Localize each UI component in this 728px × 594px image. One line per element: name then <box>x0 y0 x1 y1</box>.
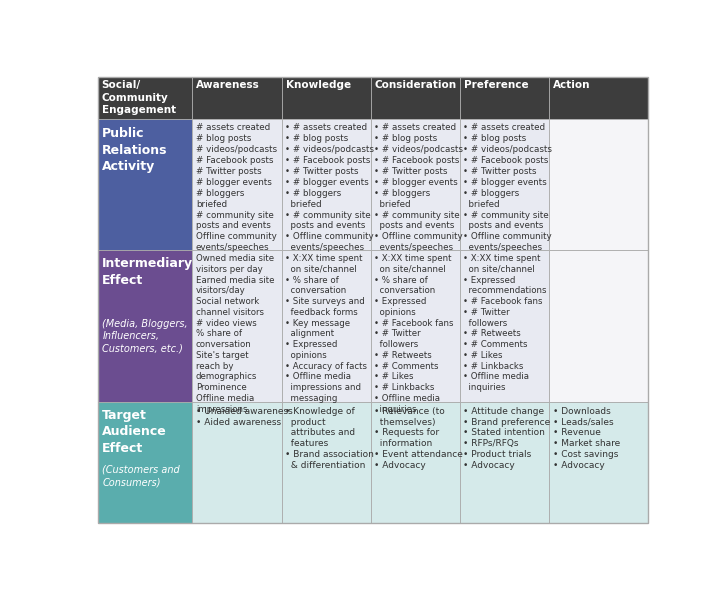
Text: Knowledge: Knowledge <box>285 80 351 90</box>
Text: • X:XX time spent
  on site/channel
• % share of
  conversation
• Expressed
  op: • X:XX time spent on site/channel • % sh… <box>374 254 454 413</box>
Text: Social/
Community
Engagement: Social/ Community Engagement <box>102 80 176 115</box>
Bar <box>192 402 282 523</box>
Text: (Media, Bloggers,
Influencers,
Customers, etc.): (Media, Bloggers, Influencers, Customers… <box>102 318 188 353</box>
Text: Intermediary
Effect: Intermediary Effect <box>102 257 194 287</box>
Text: • Knowledge of
  product
  attributes and
  features
• Brand association
  & dif: • Knowledge of product attributes and fe… <box>285 406 374 470</box>
Bar <box>98 77 192 119</box>
Text: # assets created
# blog posts
# videos/podcasts
# Facebook posts
# Twitter posts: # assets created # blog posts # videos/p… <box>196 123 277 252</box>
Bar <box>371 77 460 119</box>
Bar <box>98 119 192 251</box>
Bar <box>550 251 649 402</box>
Text: Target
Audience
Effect: Target Audience Effect <box>102 409 167 455</box>
Text: • Downloads
• Leads/sales
• Revenue
• Market share
• Cost savings
• Advocacy: • Downloads • Leads/sales • Revenue • Ma… <box>553 406 620 470</box>
Bar <box>192 119 282 251</box>
Bar <box>282 402 371 523</box>
Text: Owned media site
visitors per day
Earned media site
visitors/day
Social network
: Owned media site visitors per day Earned… <box>196 254 274 413</box>
Bar <box>98 251 192 402</box>
Bar <box>371 119 460 251</box>
Bar <box>282 119 371 251</box>
Text: • # assets created
• # blog posts
• # videos/podcasts
• # Facebook posts
• # Twi: • # assets created • # blog posts • # vi… <box>464 123 553 252</box>
Text: • Unaided awareness
• Aided awareness: • Unaided awareness • Aided awareness <box>196 406 293 426</box>
Bar <box>282 251 371 402</box>
Bar <box>371 402 460 523</box>
Bar <box>550 77 649 119</box>
Bar <box>550 119 649 251</box>
Text: (Customers and
Consumers): (Customers and Consumers) <box>102 465 180 488</box>
Bar <box>460 77 550 119</box>
Bar <box>192 77 282 119</box>
Text: • Attitude change
• Brand preference
• Stated intention
• RFPs/RFQs
• Product tr: • Attitude change • Brand preference • S… <box>464 406 551 470</box>
Bar <box>282 77 371 119</box>
Text: • Relevance (to
  themselves)
• Requests for
  information
• Event attendance
• : • Relevance (to themselves) • Requests f… <box>374 406 463 470</box>
Bar <box>371 251 460 402</box>
Text: Preference: Preference <box>464 80 529 90</box>
Text: Public
Relations
Activity: Public Relations Activity <box>102 127 167 173</box>
Bar <box>550 402 649 523</box>
Bar <box>98 402 192 523</box>
Text: Awareness: Awareness <box>197 80 260 90</box>
Bar <box>460 251 550 402</box>
Text: • X:XX time spent
  on site/channel
• Expressed
  recommendations
• # Facebook f: • X:XX time spent on site/channel • Expr… <box>464 254 547 392</box>
Text: Consideration: Consideration <box>375 80 457 90</box>
Text: • # assets created
• # blog posts
• # videos/podcasts
• # Facebook posts
• # Twi: • # assets created • # blog posts • # vi… <box>285 123 374 252</box>
Text: • X:XX time spent
  on site/channel
• % share of
  conversation
• Site surveys a: • X:XX time spent on site/channel • % sh… <box>285 254 367 403</box>
Text: Action: Action <box>553 80 590 90</box>
Bar <box>460 119 550 251</box>
Bar <box>460 402 550 523</box>
Text: • # assets created
• # blog posts
• # videos/podcasts
• # Facebook posts
• # Twi: • # assets created • # blog posts • # vi… <box>374 123 463 252</box>
Bar <box>192 251 282 402</box>
